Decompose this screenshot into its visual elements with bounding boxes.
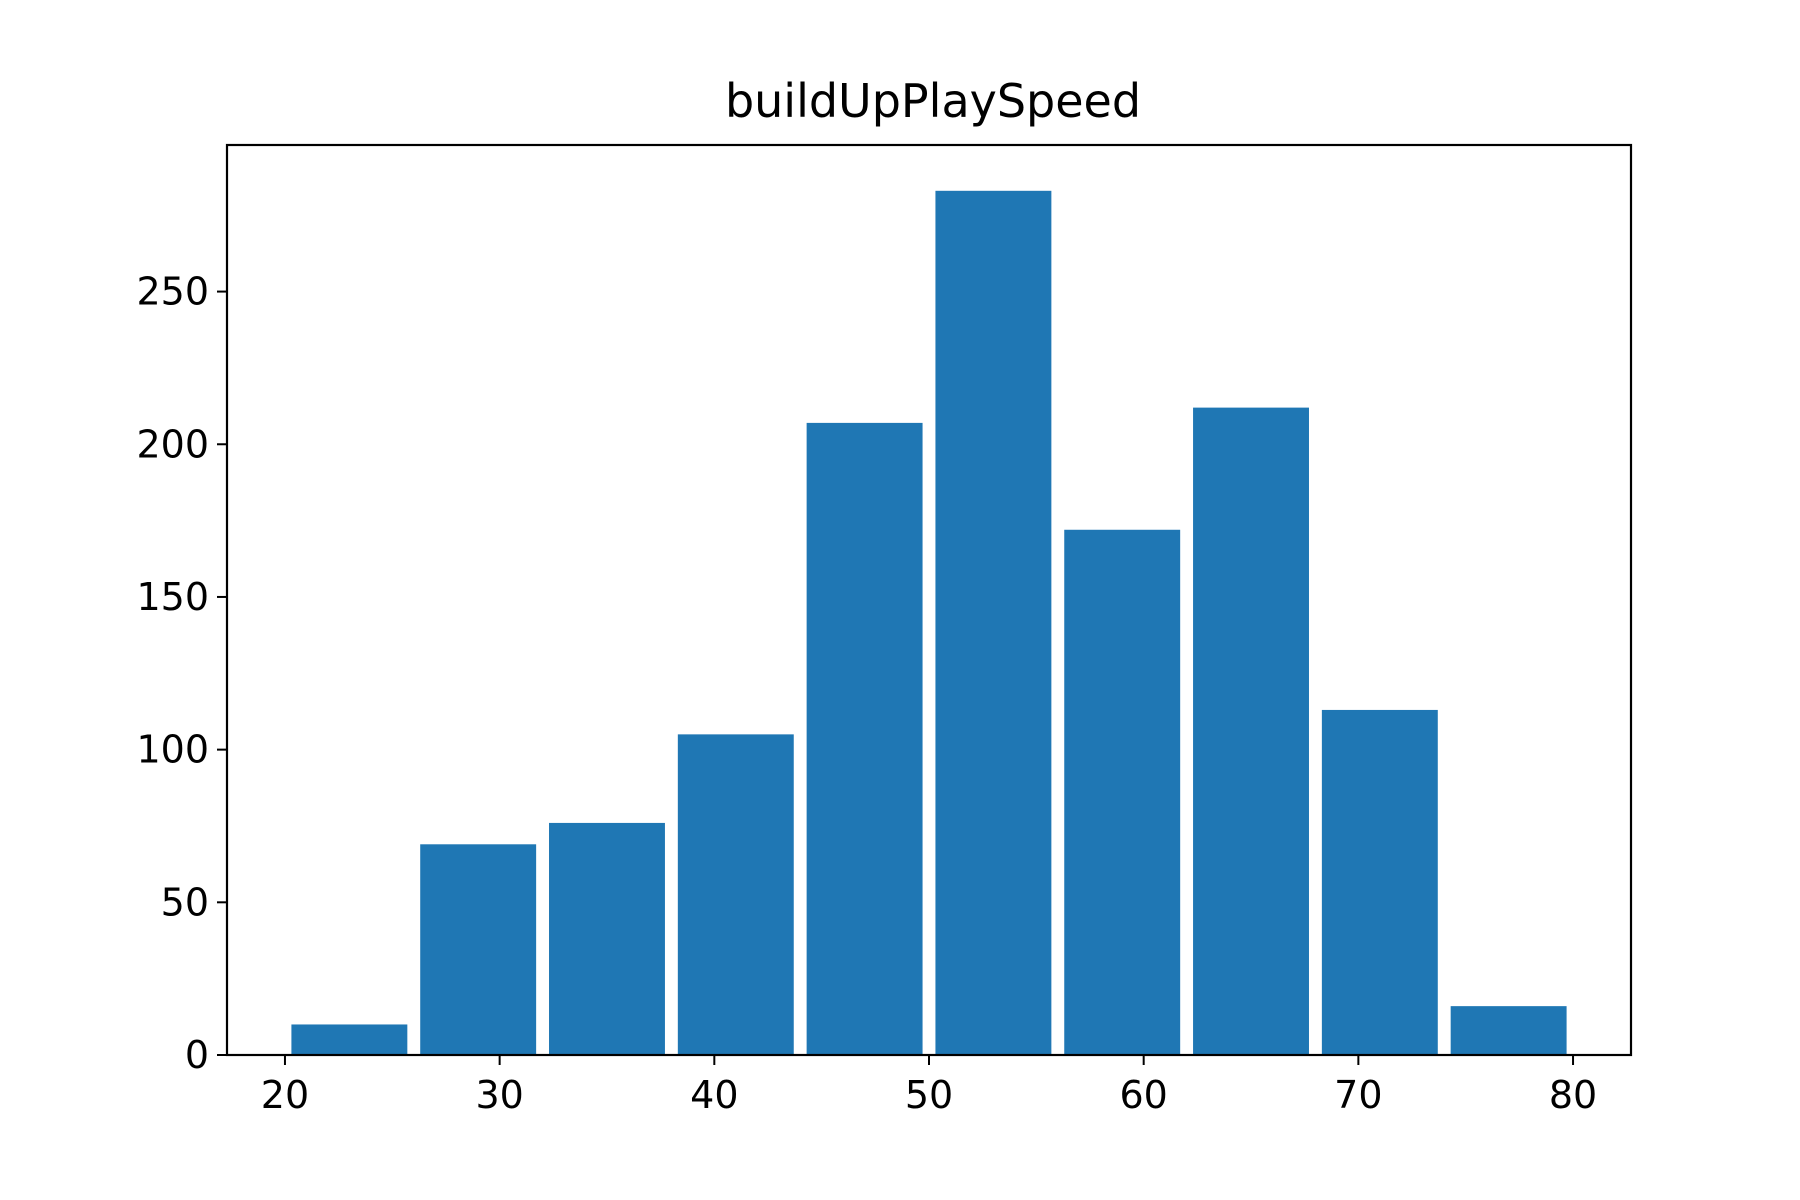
- chart-title: buildUpPlaySpeed: [725, 74, 1141, 128]
- x-tick-label: 70: [1334, 1073, 1382, 1117]
- y-tick-label: 50: [161, 880, 209, 924]
- x-tick-label: 60: [1119, 1073, 1167, 1117]
- x-tick-label: 80: [1549, 1073, 1597, 1117]
- y-tick-label: 150: [136, 575, 209, 619]
- y-axis-ticks: 0 50 100 150 200 250: [136, 270, 227, 1077]
- histogram-bar: [1193, 407, 1309, 1056]
- bars-group: [291, 190, 1567, 1056]
- y-tick-label: 250: [136, 270, 209, 314]
- histogram-bar: [291, 1024, 408, 1055]
- x-axis-ticks: 20 30 40 50 60 70 80: [261, 1055, 1597, 1117]
- y-tick-label: 200: [136, 422, 209, 466]
- y-tick-label: 100: [136, 728, 209, 772]
- histogram-bar: [420, 844, 537, 1055]
- x-tick-label: 30: [475, 1073, 523, 1117]
- y-tick-label: 0: [185, 1033, 209, 1077]
- plot-area-frame: [225, 143, 1633, 1057]
- histogram-bar: [806, 422, 923, 1056]
- histogram-bar: [549, 822, 665, 1055]
- x-tick-label: 50: [905, 1073, 953, 1117]
- x-tick-label: 20: [261, 1073, 309, 1117]
- histogram-bar: [677, 734, 794, 1055]
- histogram-bar: [935, 190, 1052, 1056]
- histogram-bar: [1064, 529, 1181, 1055]
- x-tick-label: 40: [690, 1073, 738, 1117]
- histogram-bar: [1450, 1006, 1567, 1055]
- histogram-bar: [1321, 709, 1438, 1055]
